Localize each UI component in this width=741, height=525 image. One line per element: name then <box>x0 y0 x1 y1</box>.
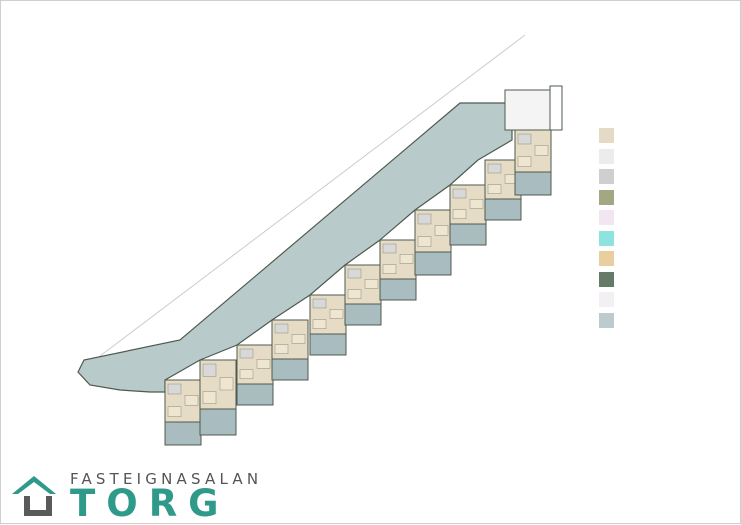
room <box>399 254 414 264</box>
house-logo-icon <box>12 476 56 516</box>
terrace <box>344 303 382 326</box>
stair-core-top <box>504 85 563 131</box>
legend-swatch <box>599 169 614 184</box>
room <box>312 319 327 329</box>
room <box>487 163 502 174</box>
room <box>417 236 432 247</box>
room <box>417 213 432 225</box>
room <box>452 188 467 199</box>
room <box>291 334 306 344</box>
terrace <box>271 358 309 381</box>
legend-swatch <box>599 148 614 164</box>
room <box>347 289 362 299</box>
room <box>184 395 199 406</box>
access-road-line <box>99 34 526 357</box>
room <box>274 323 289 334</box>
room <box>329 309 344 319</box>
color-legend <box>599 128 614 333</box>
room <box>312 298 327 309</box>
room <box>487 184 502 194</box>
terrace <box>199 408 237 436</box>
terrace <box>414 251 452 276</box>
room <box>274 344 289 354</box>
legend-swatch <box>599 128 614 143</box>
terrace <box>514 171 552 196</box>
logo-line2: TORG <box>70 482 230 525</box>
legend-swatch <box>599 312 614 328</box>
apartment-unit <box>514 129 552 196</box>
apartment-unit <box>344 264 382 326</box>
legend-swatch <box>599 251 614 266</box>
apartment-unit <box>449 184 487 246</box>
room <box>167 383 182 395</box>
apartment-unit <box>379 239 417 301</box>
room <box>382 264 397 274</box>
terrace <box>379 278 417 301</box>
room <box>167 406 182 417</box>
room <box>517 133 532 145</box>
room <box>452 209 467 219</box>
room <box>517 156 532 167</box>
apartment-unit <box>164 379 202 446</box>
legend-swatch <box>599 292 614 307</box>
legend-swatch <box>599 210 614 225</box>
legend-swatch <box>599 230 614 246</box>
apartment-unit <box>414 209 452 276</box>
room <box>219 377 234 391</box>
terrace <box>484 198 522 221</box>
apartment-unit <box>199 359 237 436</box>
apartment-unit <box>271 319 309 381</box>
apartment-unit <box>236 344 274 406</box>
room <box>434 225 449 236</box>
terrace <box>309 333 347 356</box>
room <box>256 359 271 369</box>
terrace <box>449 223 487 246</box>
legend-swatch <box>599 189 614 205</box>
room <box>202 391 217 404</box>
room <box>534 145 549 156</box>
room <box>469 199 484 209</box>
room <box>239 369 254 379</box>
room <box>382 243 397 254</box>
legend-swatch <box>599 271 614 287</box>
room <box>239 348 254 359</box>
terrace <box>164 421 202 446</box>
room <box>347 268 362 279</box>
torg-logo: FASTEIGNASALAN TORG <box>10 470 258 525</box>
terrace <box>236 383 274 406</box>
logo-line1: FASTEIGNASALAN <box>70 470 263 488</box>
room <box>364 279 379 289</box>
apartment-unit <box>309 294 347 356</box>
room <box>202 363 217 377</box>
